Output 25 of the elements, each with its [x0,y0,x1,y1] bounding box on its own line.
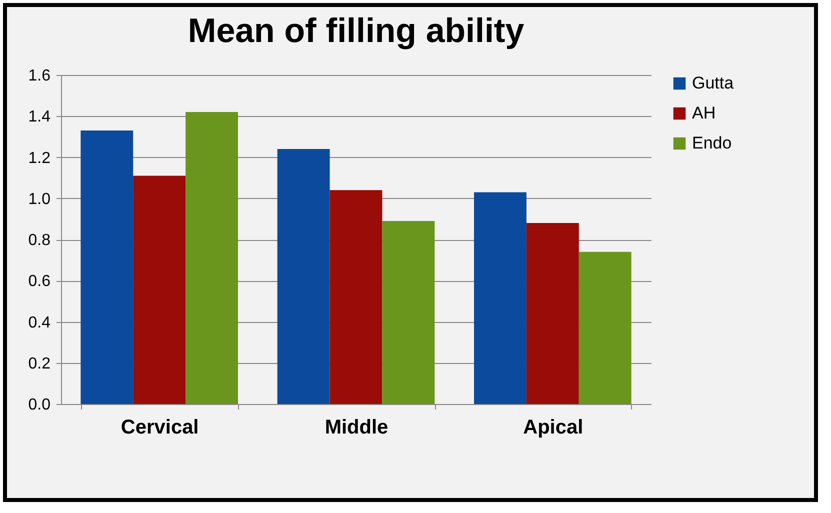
y-tick-label: 0.2 [28,355,51,372]
bar [382,220,435,404]
y-tick-label: 0.4 [28,314,51,332]
bar [526,223,579,404]
x-tick-label: Cervical [120,416,199,438]
bar [474,192,526,404]
legend-label: Endo [692,134,732,152]
bar [277,149,330,404]
chart-title: Mean of filling ability [188,12,524,50]
bar [186,112,238,404]
bar [133,176,186,404]
x-tick-label: Apical [523,416,584,438]
bar [578,252,632,404]
y-tick-label: 0.0 [28,396,51,414]
legend-label: Gutta [692,74,734,92]
y-tick-label: 1.2 [28,150,51,167]
y-tick-label: 1.6 [28,68,51,84]
bar [330,190,382,404]
y-tick-label: 1.4 [28,108,51,126]
y-tick-label: 0.6 [28,273,51,290]
x-tick-label: Middle [324,416,388,438]
legend-label: AH [692,104,716,122]
y-tick-label: 1.0 [28,190,51,208]
y-tick-label: 0.8 [28,232,51,249]
bar [80,130,134,404]
